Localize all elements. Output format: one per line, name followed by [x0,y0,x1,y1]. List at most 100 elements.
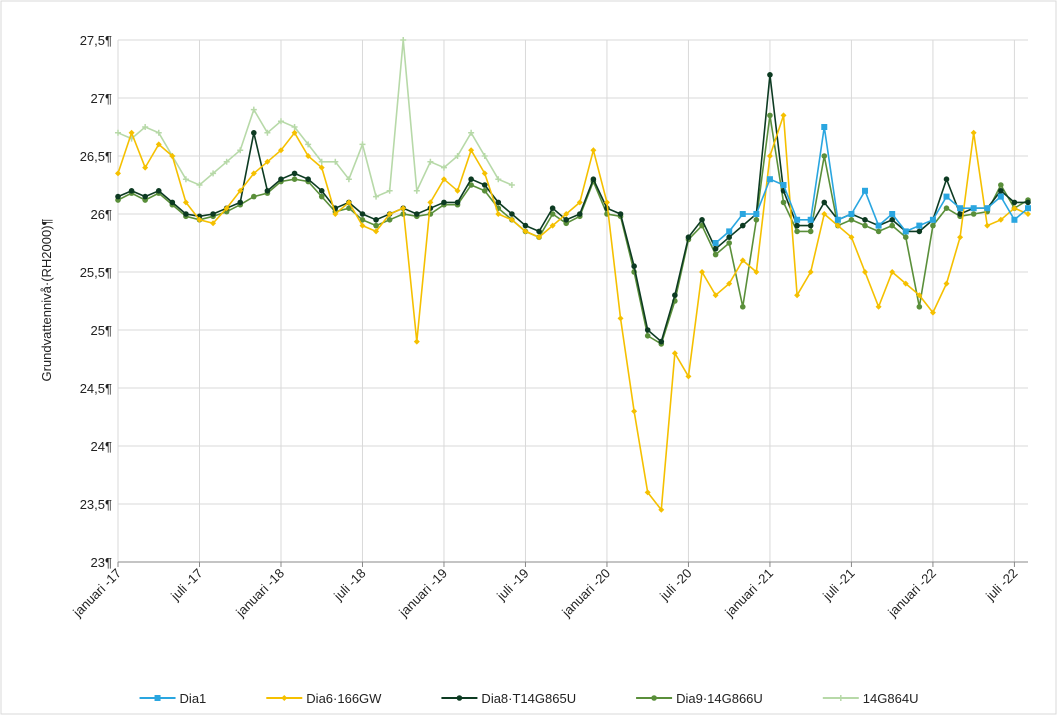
marker [508,182,515,188]
marker [929,309,936,316]
marker [685,373,692,380]
marker [821,199,828,206]
marker [970,211,977,217]
marker [481,182,488,188]
marker [250,106,257,113]
marker [291,129,298,136]
marker [617,315,624,322]
marker [495,176,502,183]
marker [522,222,529,229]
marker [522,228,529,235]
marker [183,211,189,217]
marker [984,222,991,229]
marker [237,187,244,194]
marker [712,251,719,258]
marker [862,217,868,223]
marker [413,187,420,194]
marker [712,240,719,246]
marker [916,228,923,235]
series-line [117,115,1029,512]
series-line [117,39,513,198]
marker [984,205,991,212]
marker [223,158,230,165]
marker [427,199,434,206]
y-tick-label: 24,5¶ [80,381,112,396]
marker [414,211,420,217]
marker [142,164,149,171]
marker [916,292,923,299]
marker [155,188,162,194]
marker [115,129,121,136]
marker [277,147,284,154]
marker [155,129,162,136]
marker [576,199,583,206]
marker [251,130,257,136]
marker [957,234,964,241]
marker [821,211,828,217]
marker [549,205,556,211]
marker [739,257,746,264]
marker [916,222,923,229]
marker [359,222,366,229]
marker [373,193,380,200]
marker [929,216,936,223]
marker [468,129,475,136]
marker [509,211,515,217]
marker [726,280,733,287]
marker [766,153,773,159]
marker [169,153,176,159]
marker [957,205,964,212]
marker [250,170,257,177]
marker [753,217,760,223]
legend-label: Dia9·14G866U [676,691,763,706]
marker [834,216,841,223]
marker [441,199,447,206]
legend-label: 14G864U [863,691,919,706]
marker [481,170,488,177]
marker [889,269,896,275]
marker [305,153,312,159]
marker [210,170,217,177]
marker [456,695,463,701]
marker [726,240,732,246]
marker [739,211,746,217]
marker [1011,216,1018,223]
marker [508,216,515,223]
marker [237,147,244,154]
marker [359,211,366,217]
marker [658,506,665,513]
marker [359,217,366,223]
marker [930,222,936,229]
marker [970,205,977,212]
marker [699,269,706,275]
marker [685,234,692,240]
marker [440,176,447,183]
marker [291,176,298,182]
marker [862,222,868,229]
marker [155,141,162,148]
marker [210,211,216,217]
marker [182,199,189,206]
y-tick-label: 23,5¶ [80,497,112,512]
marker [386,211,393,217]
marker [1025,199,1031,206]
marker [590,176,597,182]
marker [862,269,869,275]
marker [889,217,895,223]
marker [957,211,963,217]
marker [563,211,570,217]
marker [264,129,271,136]
marker [807,269,814,275]
y-tick-label: 24¶ [91,439,112,454]
marker [481,153,488,159]
marker [943,280,950,287]
marker [196,216,203,223]
marker [753,269,760,275]
legend-label: Dia8·T14G865U [481,691,576,706]
marker [400,37,407,43]
marker [834,222,841,229]
marker [794,216,801,223]
marker [495,211,502,217]
